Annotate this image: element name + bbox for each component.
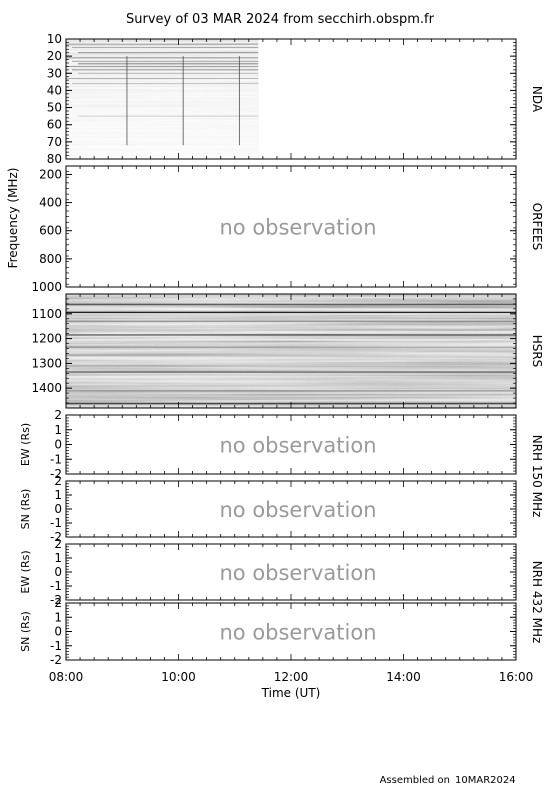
y-tick-label: 70 <box>47 135 62 149</box>
y-tick-label: 1100 <box>31 307 62 321</box>
instrument-label: NRH 432 MHz <box>530 561 544 644</box>
y-tick-label: 80 <box>47 152 62 166</box>
x-tick-label: 16:00 <box>499 670 534 684</box>
y-tick-label: 2 <box>54 408 62 422</box>
y-tick-label: 0 <box>54 438 62 452</box>
chart-title: Survey of 03 MAR 2024 from secchirh.obsp… <box>126 12 435 27</box>
y-tick-label: 600 <box>39 224 62 238</box>
y-tick-label: -2 <box>50 653 62 667</box>
panel-hsrs: 1100 1200 1300 1400 <box>31 293 517 409</box>
y-tick-label: -2 <box>50 467 62 481</box>
y-tick-label: 1 <box>54 488 62 502</box>
y-tick-label: 1400 <box>31 381 62 395</box>
y-tick-label: 40 <box>47 83 62 97</box>
panel-ylabel: EW (Rs) <box>19 423 32 466</box>
y-tick-label: 200 <box>39 167 62 181</box>
instrument-label: NDA <box>530 86 544 113</box>
y-tick-label: 400 <box>39 196 62 210</box>
nda-spectrum-fade <box>66 39 259 159</box>
y-tick-label: -2 <box>50 530 62 544</box>
y-tick-label: 10 <box>47 32 62 46</box>
y-tick-label: 800 <box>39 252 62 266</box>
instrument-label: HSRS <box>530 335 544 368</box>
y-tick-label: 20 <box>47 49 62 63</box>
x-tick-label: 08:00 <box>49 670 84 684</box>
assembled-date: 10MAR2024 <box>455 775 516 786</box>
x-tick-label: 14:00 <box>386 670 421 684</box>
time-axis: 08:00 10:00 12:00 14:00 16:00 <box>49 39 534 684</box>
panel-nrh150_ew: 210-1-2 EW (Rs) no observation <box>19 408 517 481</box>
y-tick-label: 0 <box>54 502 62 516</box>
y-tick-label: 2 <box>54 537 62 551</box>
y-tick-label: 2 <box>54 474 62 488</box>
no-observation-text: no observation <box>219 561 376 585</box>
y-tick-label: 50 <box>47 101 62 115</box>
y-tick-label: 1 <box>54 423 62 437</box>
panel-nrh432_ew: 210-1-2EW (Rs) no observation <box>19 537 517 607</box>
panel-orfees: 200 400 600 800 1000 no observation <box>31 165 517 294</box>
panel-ylabel: SN (Rs) <box>19 611 32 652</box>
x-tick-label: 12:00 <box>274 670 309 684</box>
no-observation-text: no observation <box>219 621 376 645</box>
no-observation-text: no observation <box>219 498 376 522</box>
y-tick-label: 0 <box>54 565 62 579</box>
y-tick-label: -2 <box>50 593 62 607</box>
y-tick-label: -1 <box>50 639 62 653</box>
time-axis-label: Time (UT) <box>261 686 321 700</box>
no-observation-text: no observation <box>219 434 376 458</box>
y-tick-label: -1 <box>50 452 62 466</box>
panel-nda: 10 20 30 40 50 60 70 80 <box>47 32 517 166</box>
panel-ylabel: EW (Rs) <box>19 550 32 593</box>
y-tick-label: 1300 <box>31 356 62 370</box>
panel-nrh150_sn: 210-1-2 SN (Rs) no observation <box>19 474 517 544</box>
x-tick-label: 10:00 <box>161 670 196 684</box>
instrument-label: NRH 150 MHz <box>530 435 544 518</box>
y-tick-label: 60 <box>47 118 62 132</box>
y-tick-label: -1 <box>50 516 62 530</box>
y-tick-label: 1 <box>54 551 62 565</box>
y-tick-label: 0 <box>54 625 62 639</box>
panel-nrh432_sn: 210-1-2SN (Rs) no observation <box>19 596 517 667</box>
no-observation-text: no observation <box>219 216 376 240</box>
assembled-label: Assembled on <box>380 775 450 786</box>
y-tick-label: 1000 <box>31 280 62 294</box>
y-tick-label: 30 <box>47 66 62 80</box>
y-tick-label: 1200 <box>31 332 62 346</box>
y-tick-label: -1 <box>50 579 62 593</box>
y-tick-label: 2 <box>54 596 62 610</box>
instrument-label: ORFEES <box>530 203 544 250</box>
frequency-axis-label: Frequency (MHz) <box>6 168 20 269</box>
y-tick-label: 1 <box>54 610 62 624</box>
panel-ylabel: SN (Rs) <box>19 489 32 530</box>
